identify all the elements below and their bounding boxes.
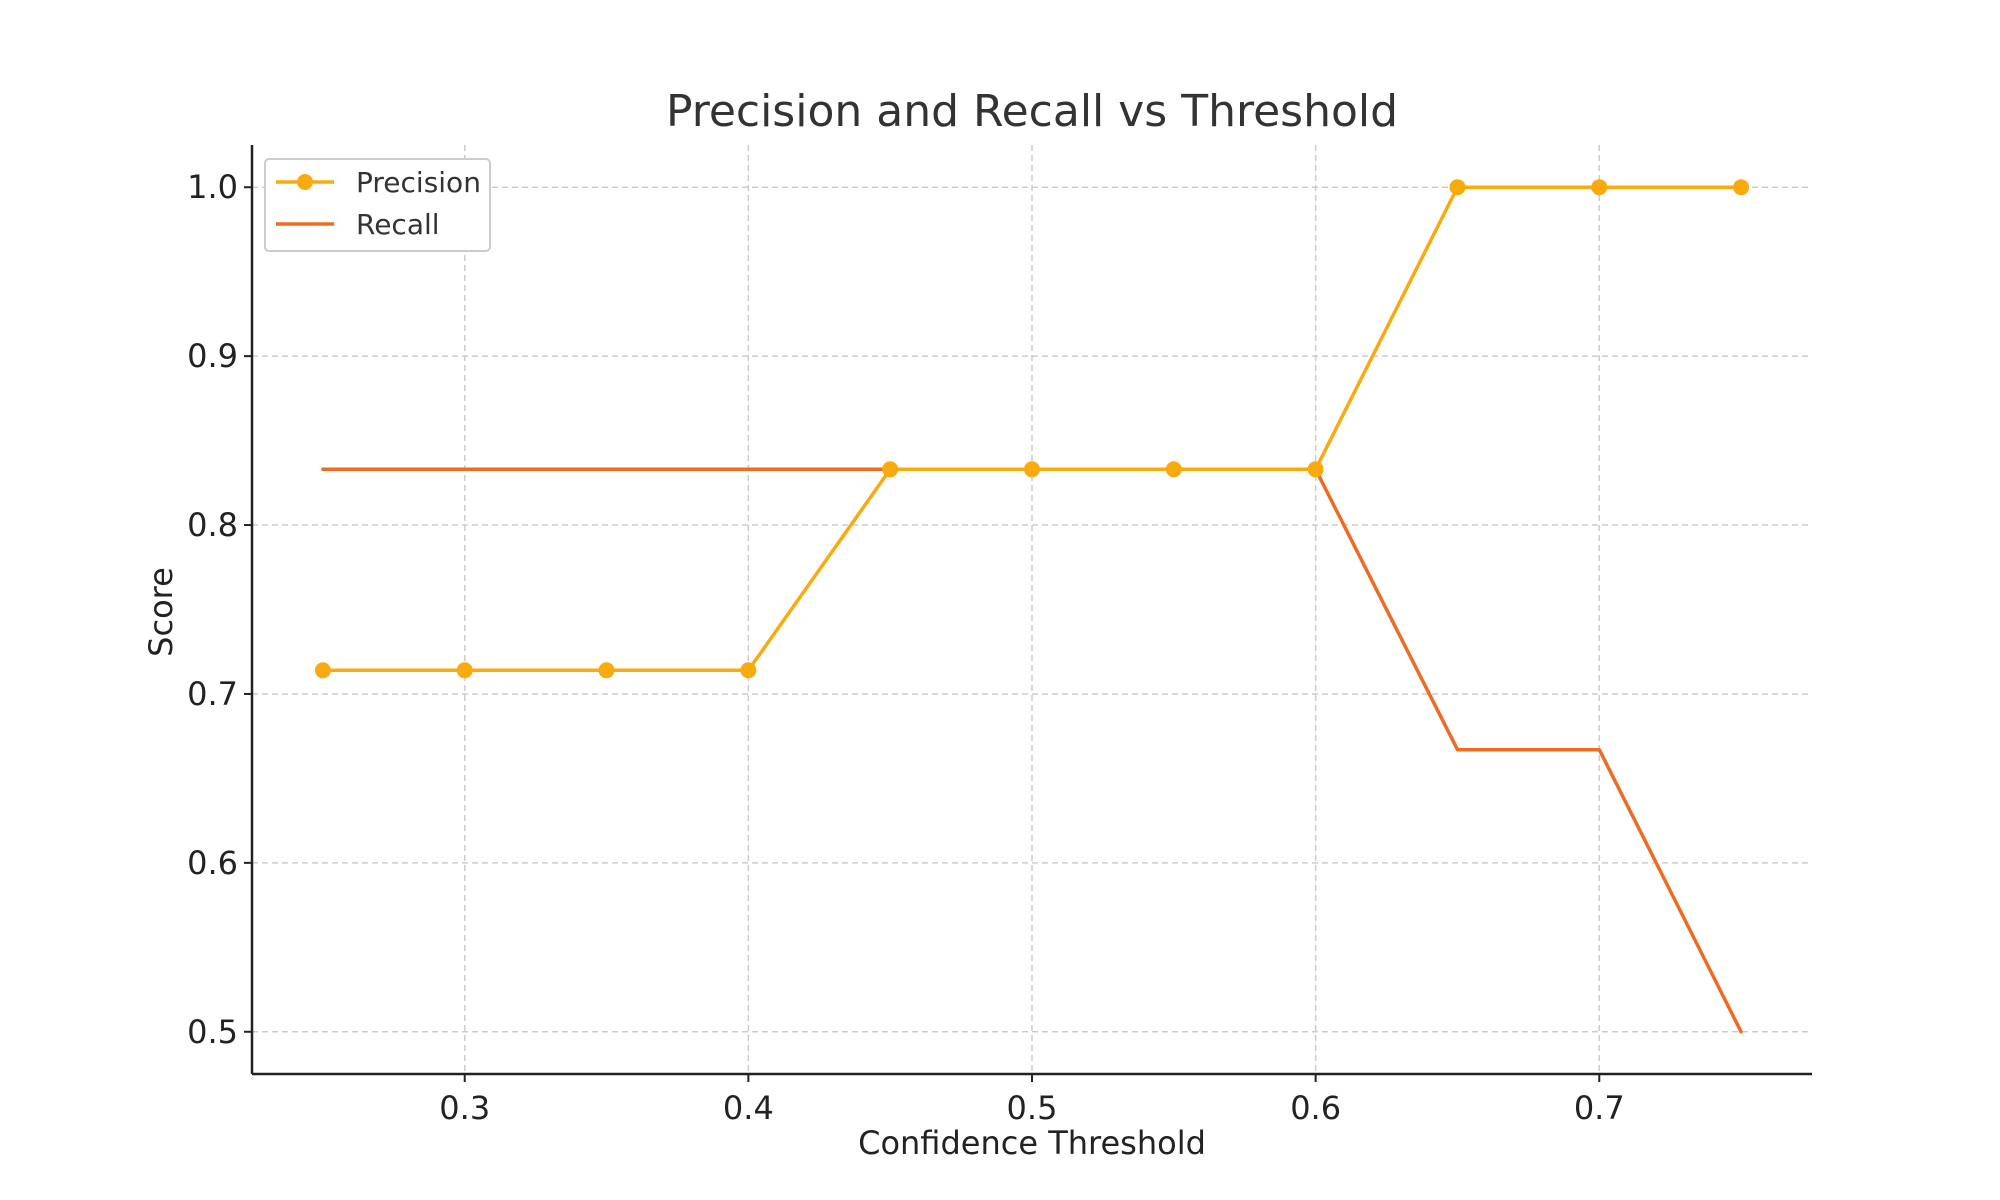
precision-point [314,662,331,679]
y-axis-label: Score [142,567,180,657]
precision-point [1733,179,1750,196]
x-tick-label: 0.4 [723,1089,774,1127]
legend-recall-label: Recall [356,208,440,241]
y-tick-label: 0.8 [187,506,238,544]
x-axis-label: Confidence Threshold [858,1124,1206,1162]
y-tick-label: 0.9 [187,337,238,375]
series-layer [314,179,1750,1034]
x-tick-label: 0.5 [1007,1089,1058,1127]
precision-point [1591,179,1608,196]
precision-point [740,662,757,679]
precision-point [456,662,473,679]
chart-title: Precision and Recall vs Threshold [666,86,1398,137]
precision-point [1165,461,1182,478]
y-tick-label: 0.7 [187,675,238,713]
x-axis-ticks: 0.3 0.4 0.5 0.6 0.7 [439,1074,1625,1127]
y-tick-label: 1.0 [187,168,238,206]
x-tick-label: 0.7 [1574,1089,1625,1127]
precision-point [882,461,899,478]
precision-point [598,662,615,679]
precision-series [314,179,1750,679]
precision-point [1307,461,1324,478]
x-tick-label: 0.6 [1290,1089,1341,1127]
y-tick-label: 0.5 [187,1013,238,1051]
legend-precision-label: Precision [356,166,481,199]
legend: Precision Recall [264,158,491,252]
x-tick-label: 0.3 [439,1089,490,1127]
y-axis-ticks: 0.5 0.6 0.7 0.8 0.9 1.0 [187,168,252,1051]
y-tick-label: 0.6 [187,844,238,882]
legend-precision-marker [297,174,313,190]
precision-point [1449,179,1466,196]
precision-point [1024,461,1040,478]
